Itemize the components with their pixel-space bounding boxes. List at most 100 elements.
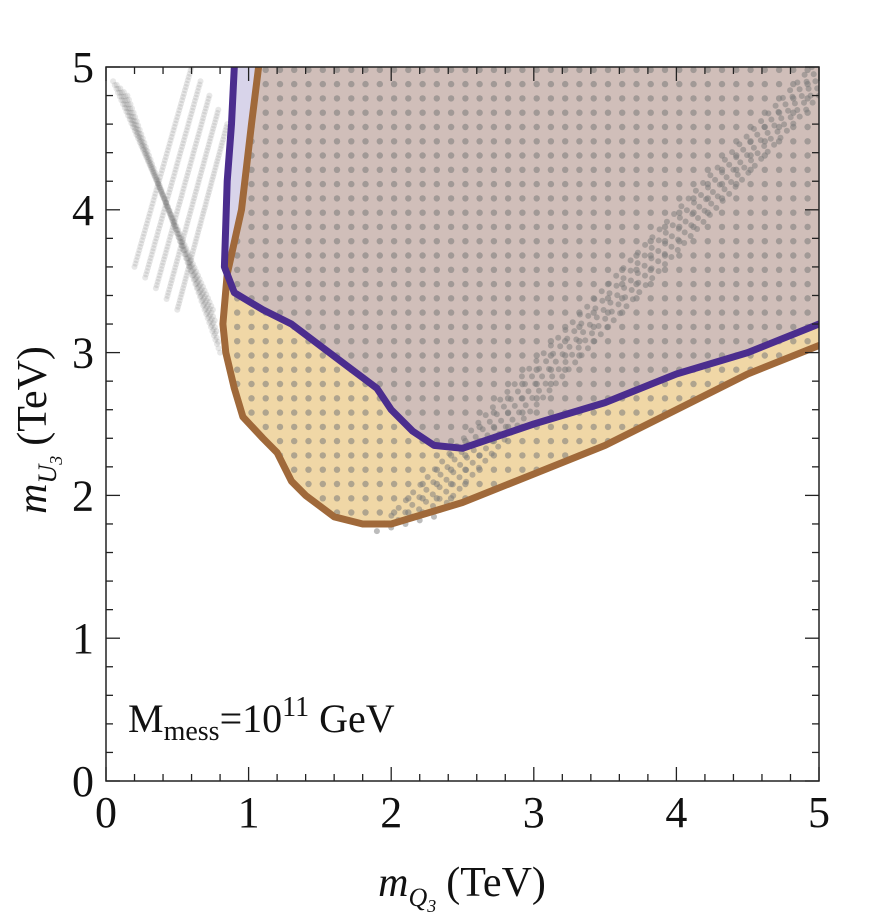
scatter-point: [447, 238, 455, 245]
scatter-point: [457, 461, 464, 468]
scatter-point: [647, 67, 654, 74]
scatter-point: [405, 309, 412, 316]
scatter-point: [519, 280, 526, 288]
scatter-point: [362, 123, 369, 131]
scatter-point: [147, 159, 154, 166]
scatter-point: [447, 409, 455, 416]
scatter-point: [714, 164, 721, 171]
x-tick-label: 3: [523, 788, 545, 837]
scatter-point: [633, 223, 640, 231]
scatter-point: [136, 130, 143, 137]
scatter-point: [733, 252, 740, 259]
scatter-point: [156, 184, 163, 190]
scatter-point: [182, 179, 189, 186]
scatter-point: [125, 101, 132, 108]
scatter-point: [390, 352, 398, 359]
scatter-point: [700, 218, 707, 225]
scatter-point: [319, 480, 326, 488]
scatter-point: [433, 123, 440, 131]
scatter-point: [575, 344, 582, 351]
scatter-point: [419, 338, 426, 345]
scatter-point: [649, 275, 656, 282]
scatter-point: [319, 380, 326, 388]
scatter-point: [593, 314, 600, 321]
scatter-point: [733, 154, 740, 161]
scatter-point: [145, 213, 152, 220]
scatter-point: [183, 255, 190, 262]
scatter-point: [305, 423, 312, 431]
scatter-point: [533, 80, 540, 88]
scatter-point: [621, 284, 628, 291]
scatter-point: [164, 205, 171, 212]
scatter-point: [447, 423, 455, 431]
scatter-point: [143, 154, 150, 161]
scatter-point: [203, 297, 210, 304]
scatter-point: [604, 238, 612, 245]
scatter-point: [333, 295, 341, 302]
scatter-point: [376, 180, 383, 188]
scatter-point: [210, 173, 217, 180]
scatter-point: [181, 251, 188, 258]
scatter-point: [661, 251, 668, 257]
scatter-point: [476, 180, 483, 188]
scatter-point: [405, 180, 412, 188]
scatter-point: [130, 114, 137, 120]
scatter-point: [200, 302, 207, 309]
scatter-point: [794, 79, 801, 86]
scatter-point: [183, 272, 190, 279]
scatter-point: [124, 92, 131, 99]
scatter-point: [195, 229, 202, 236]
scatter-point: [333, 123, 341, 131]
scatter-point: [348, 495, 355, 502]
scatter-point: [200, 207, 207, 214]
scatter-point: [186, 214, 192, 221]
scatter-point: [419, 152, 426, 159]
scatter-point: [158, 189, 165, 195]
scatter-point: [212, 116, 219, 123]
scatter-point: [690, 309, 697, 316]
scatter-point: [798, 93, 805, 99]
scatter-point: [120, 93, 127, 100]
scatter-point: [178, 100, 185, 107]
scatter-point: [204, 309, 211, 316]
scatter-point: [419, 295, 426, 302]
scatter-point: [623, 303, 630, 310]
scatter-point: [291, 80, 298, 88]
scatter-point: [690, 138, 697, 145]
scatter-point: [604, 409, 612, 416]
scatter-point: [590, 395, 597, 402]
scatter-point: [207, 135, 214, 142]
scatter-point: [186, 117, 193, 124]
scatter-point: [182, 246, 189, 253]
scatter-point: [163, 199, 170, 206]
scatter-point: [319, 437, 326, 445]
scatter-point: [348, 309, 355, 316]
scatter-point: [433, 138, 440, 145]
scatter-point: [547, 95, 555, 102]
scatter-point: [590, 209, 597, 216]
scatter-point: [333, 395, 341, 402]
scatter-point: [192, 270, 199, 277]
scatter-point: [173, 229, 180, 236]
scatter-point: [291, 252, 298, 259]
scatter-point: [115, 85, 122, 92]
scatter-point: [547, 109, 555, 116]
scatter-point: [144, 156, 151, 163]
scatter-point: [135, 122, 142, 129]
scatter-point: [125, 112, 132, 119]
scatter-point: [262, 223, 269, 231]
scatter-point: [807, 92, 814, 99]
scatter-point: [462, 352, 469, 359]
scatter-point: [447, 366, 455, 373]
scatter-point: [390, 466, 398, 473]
scatter-point: [192, 192, 198, 198]
scatter-point: [130, 121, 136, 128]
scatter-point: [202, 201, 209, 208]
scatter-point: [262, 109, 269, 116]
scatter-point: [419, 395, 426, 402]
scatter-point: [804, 209, 811, 216]
scatter-point: [128, 109, 135, 116]
scatter-point: [732, 183, 739, 190]
scatter-point: [405, 252, 412, 259]
scatter-point: [187, 207, 194, 214]
